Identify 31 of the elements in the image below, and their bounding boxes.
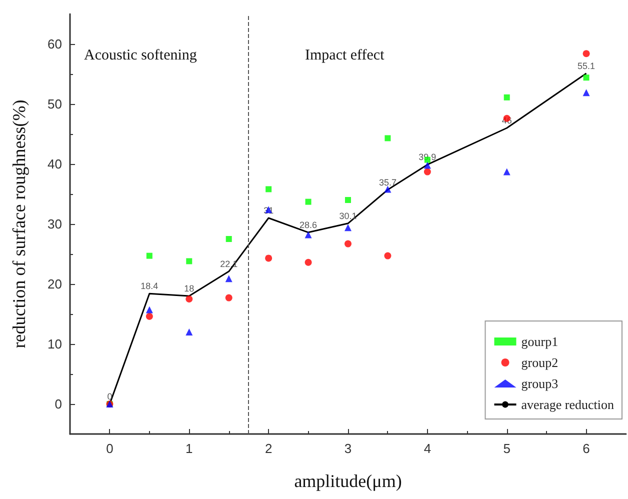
legend-label: average reduction [521,397,614,412]
legend-label: gourp1 [521,334,558,349]
data-label: 39.9 [418,152,436,162]
legend-label: group2 [521,355,558,370]
data-label: 31 [264,206,274,216]
data-label: 30.1 [339,210,357,221]
y-axis-title: reduction of surface roughness(%) [9,100,29,348]
data-label: 55.1 [578,60,596,71]
x-tick-label: 6 [582,441,590,456]
x-tick-label: 4 [424,441,432,456]
data-label: 35.7 [378,177,396,188]
data-label: 0 [107,392,112,402]
data-label: 18 [184,284,194,294]
y-tick-label: 40 [48,156,62,172]
x-tick-label: 3 [344,441,352,456]
y-tick-label: 60 [48,36,62,52]
y-tick-label: 20 [48,276,62,292]
y-tick-label: 10 [48,336,62,352]
y-tick-label: 30 [48,216,62,232]
data-label: 18.4 [140,281,158,292]
y-tick-label: 0 [54,396,62,412]
annotation: Impact effect [305,48,386,64]
x-tick-label: 0 [106,441,114,456]
legend-label: group3 [521,376,558,391]
data-label: 28.6 [300,220,318,230]
x-tick-label: 5 [503,441,510,456]
x-tick-label: 1 [186,441,193,456]
annotation: Acoustic softening [84,48,198,64]
y-tick-label: 50 [48,96,62,112]
x-tick-label: 2 [264,441,272,456]
x-axis-title: amplitude(μm) [294,471,402,491]
